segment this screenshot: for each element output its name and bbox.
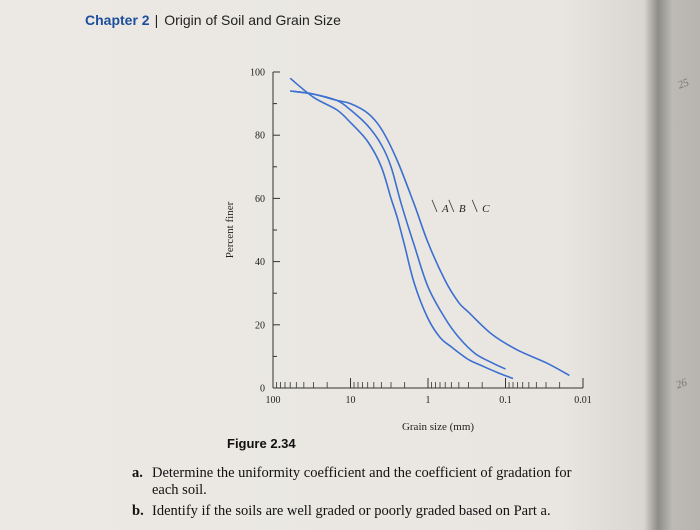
x-tick-label: 0.1 xyxy=(499,395,512,406)
header-separator: | xyxy=(154,12,159,28)
x-tick-label: 0.01 xyxy=(574,395,592,406)
y-tick-label: 40 xyxy=(255,257,265,268)
series-c-label: C xyxy=(482,203,490,215)
series-a-label: A xyxy=(441,203,449,215)
y-tick-label: 20 xyxy=(255,320,265,331)
series-c-pointer xyxy=(471,199,478,213)
question-b-label: b. xyxy=(132,503,144,519)
chapter-number: Chapter 2 xyxy=(85,12,150,28)
chart-axes xyxy=(272,71,584,389)
question-a-line2: each soil. xyxy=(152,482,207,498)
question-a: a. Determine the uniformity coefficient a… xyxy=(132,465,571,499)
x-tick-label: 100 xyxy=(266,395,281,406)
series-a-pointer xyxy=(431,199,438,213)
series-b-label: B xyxy=(459,203,466,215)
y-tick-label: 60 xyxy=(255,194,265,205)
question-b-line1: Identify if the soils are well graded or… xyxy=(152,503,551,519)
x-tick-label: 10 xyxy=(346,395,356,406)
series-b-pointer xyxy=(448,199,455,213)
curve-a xyxy=(289,77,514,380)
question-a-label: a. xyxy=(132,465,143,481)
question-b: b. Identify if the soils are well graded … xyxy=(132,503,551,520)
chart-curves xyxy=(289,77,570,380)
question-a-line1: Determine the uniformity coefficient and… xyxy=(152,465,572,481)
chapter-title: Origin of Soil and Grain Size xyxy=(164,12,341,28)
curve-c xyxy=(290,90,570,377)
x-axis-title: Grain size (mm) xyxy=(402,421,474,433)
y-tick-label: 0 xyxy=(260,384,265,395)
x-tick-label: 1 xyxy=(426,395,431,406)
chapter-header: Chapter 2 | Origin of Soil and Grain Size xyxy=(85,12,341,28)
y-tick-label: 100 xyxy=(250,68,265,79)
chart-labels: 0 20 40 60 80 100 100 10 1 0.1 0.01 Grain size (mm)… xyxy=(224,68,592,434)
curve-b xyxy=(290,90,506,370)
figure-caption: Figure 2.34 xyxy=(227,436,296,451)
y-tick-label: 80 xyxy=(255,131,265,142)
y-axis-title: Percent finer xyxy=(224,201,236,258)
